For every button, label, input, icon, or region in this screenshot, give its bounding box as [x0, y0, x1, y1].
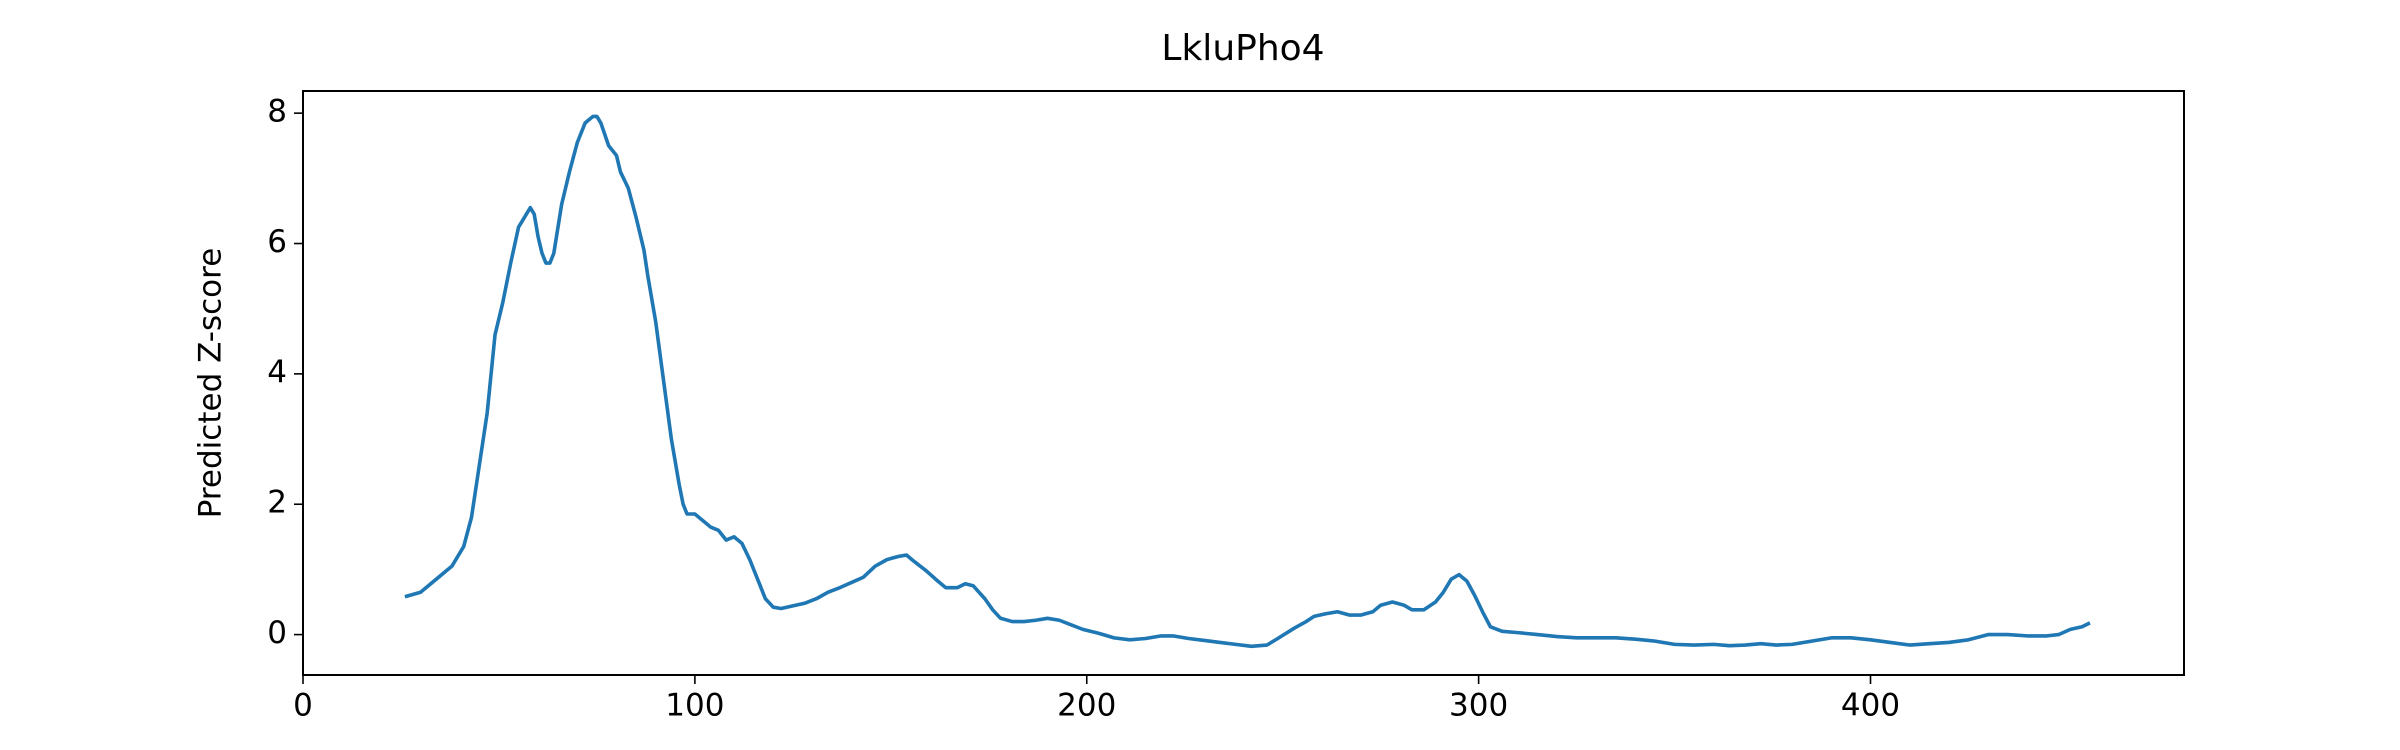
y-tick-label: 4	[267, 354, 287, 390]
chart-title: LkluPho4	[1161, 28, 1324, 69]
x-tick-label: 0	[293, 688, 313, 724]
x-tick-label: 400	[1841, 688, 1900, 724]
y-tick-label: 2	[267, 485, 287, 521]
y-tick-label: 6	[267, 224, 287, 260]
axes-frame	[302, 90, 2185, 676]
y-tick-label: 0	[267, 615, 287, 651]
data-line	[404, 114, 2091, 649]
y-axis-label: Predicted Z-score	[193, 248, 229, 519]
y-tick-label: 8	[267, 94, 287, 130]
x-tick-label: 300	[1449, 688, 1508, 724]
x-tick-label: 100	[665, 688, 724, 724]
x-tick-label: 200	[1057, 688, 1116, 724]
